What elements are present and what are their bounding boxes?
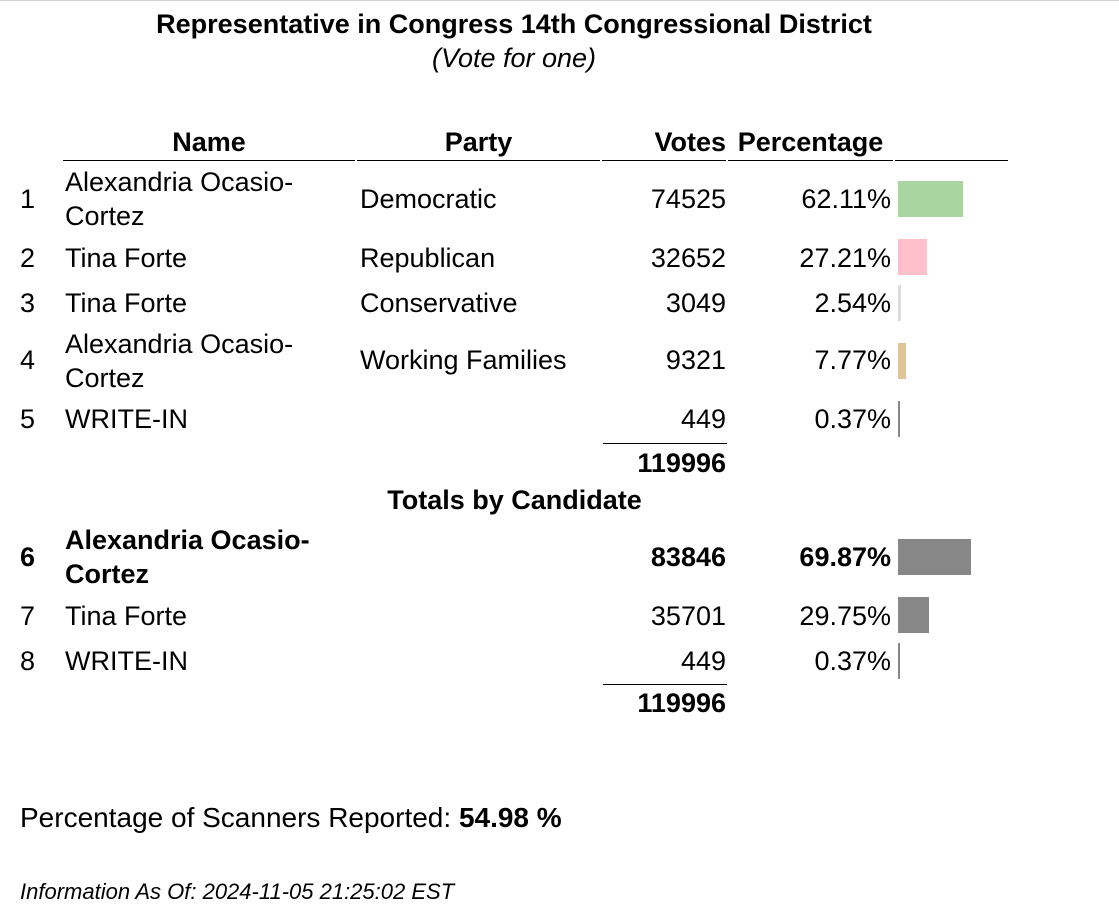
percentage-bar bbox=[898, 597, 929, 633]
scanners-reported-value: 54.98 % bbox=[458, 802, 562, 833]
row-number: 8 bbox=[20, 646, 36, 676]
candidate-name: Tina Forte bbox=[65, 243, 188, 273]
header-name: Name bbox=[172, 127, 246, 157]
header-rule-party bbox=[357, 160, 600, 161]
row-number: 5 bbox=[20, 404, 36, 434]
percentage-bar bbox=[898, 643, 900, 679]
vote-percentage: 0.37% bbox=[814, 404, 891, 434]
header-party: Party bbox=[444, 127, 513, 157]
party-name: Working Families bbox=[360, 345, 567, 375]
percentage-bar bbox=[898, 539, 971, 575]
vote-count: 35701 bbox=[650, 601, 726, 631]
scanners-reported: Percentage of Scanners Reported: 54.98 % bbox=[20, 800, 562, 836]
vote-count: 32652 bbox=[650, 243, 726, 273]
percentage-bar bbox=[898, 343, 906, 379]
totals-by-candidate-title: Totals by Candidate bbox=[387, 485, 642, 515]
candidate-name: Tina Forte bbox=[65, 601, 188, 631]
row-number: 4 bbox=[20, 345, 36, 375]
vote-percentage: 62.11% bbox=[801, 184, 891, 214]
header-percentage: Percentage bbox=[737, 127, 884, 157]
row-number: 1 bbox=[20, 184, 36, 214]
vote-count: 3049 bbox=[665, 288, 726, 318]
candidate-name: WRITE-IN bbox=[65, 404, 188, 434]
vote-percentage: 0.37% bbox=[814, 646, 891, 676]
header-rule-percentage bbox=[728, 160, 893, 161]
vote-percentage: 27.21% bbox=[799, 243, 891, 273]
row-number: 6 bbox=[20, 542, 36, 572]
vote-percentage: 7.77% bbox=[814, 345, 891, 375]
total-rule bbox=[603, 443, 727, 444]
vote-count: 449 bbox=[680, 646, 726, 676]
party-name: Republican bbox=[360, 243, 496, 273]
row-number: 3 bbox=[20, 288, 36, 318]
row-number: 7 bbox=[20, 601, 36, 631]
percentage-bar bbox=[898, 285, 901, 321]
candidate-name: WRITE-IN bbox=[65, 646, 188, 676]
vote-count: 83846 bbox=[650, 542, 726, 572]
total-votes: 119996 bbox=[637, 448, 726, 478]
party-name: Democratic bbox=[360, 184, 497, 214]
party-name: Conservative bbox=[360, 288, 518, 318]
vote-percentage: 69.87% bbox=[799, 542, 891, 572]
percentage-bar bbox=[898, 401, 900, 437]
scanners-reported-label: Percentage of Scanners Reported: bbox=[20, 802, 459, 833]
information-as-of: Information As Of: 2024-11-05 21:25:02 E… bbox=[20, 879, 455, 904]
vote-count: 9321 bbox=[665, 345, 726, 375]
candidate-name: Alexandria Ocasio-Cortez bbox=[65, 525, 310, 589]
percentage-bar bbox=[898, 239, 927, 275]
header-votes: Votes bbox=[654, 127, 726, 157]
candidate-name: Tina Forte bbox=[65, 288, 188, 318]
vote-count: 449 bbox=[680, 404, 726, 434]
percentage-bar bbox=[898, 181, 963, 217]
top-divider bbox=[0, 0, 1119, 1]
candidate-name: Alexandria Ocasio-Cortez bbox=[65, 329, 294, 393]
vote-percentage: 29.75% bbox=[799, 601, 891, 631]
row-number: 2 bbox=[20, 243, 36, 273]
vote-percentage: 2.54% bbox=[814, 288, 891, 318]
contest-title: Representative in Congress 14th Congress… bbox=[156, 9, 872, 39]
candidate-name: Alexandria Ocasio-Cortez bbox=[65, 167, 294, 231]
header-rule-name bbox=[63, 160, 355, 161]
header-rule-bar bbox=[895, 160, 1008, 161]
header-rule-votes bbox=[602, 160, 726, 161]
vote-count: 74525 bbox=[650, 184, 726, 214]
total-rule bbox=[603, 684, 727, 685]
contest-subtitle: (Vote for one) bbox=[431, 43, 597, 73]
total-votes: 119996 bbox=[637, 688, 726, 718]
